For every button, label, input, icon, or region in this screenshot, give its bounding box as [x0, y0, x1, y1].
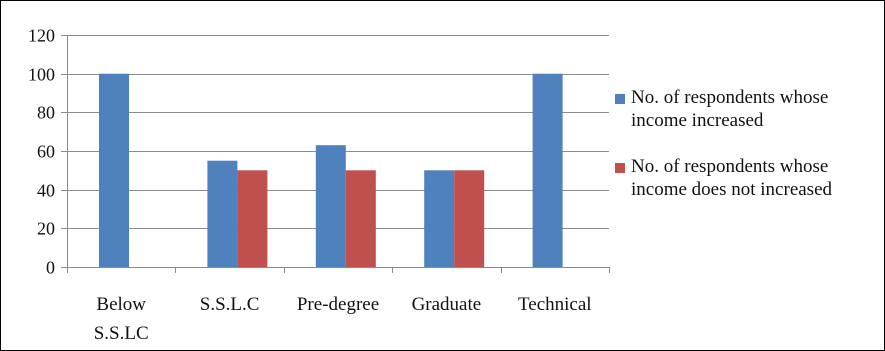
- legend-label: No. of respondents whose income does not …: [631, 156, 833, 200]
- x-category-label-line: S.S.L.C: [200, 294, 260, 315]
- bar-income-not-increased: [237, 170, 268, 267]
- bar-income-increased: [424, 170, 455, 267]
- y-tick-label: 80: [37, 103, 55, 123]
- bar-income-increased: [532, 73, 563, 267]
- y-tick-label: 20: [37, 219, 55, 239]
- y-tick-label: 0: [46, 258, 55, 278]
- legend-swatch: [615, 163, 625, 173]
- y-tick-label: 40: [37, 181, 55, 201]
- bar-income-not-increased: [454, 170, 485, 267]
- legend-label-line: No. of respondents whose: [631, 156, 828, 177]
- legend-label-line: income increased: [631, 110, 764, 131]
- bar-income-increased: [207, 160, 238, 267]
- x-category-label: Graduate: [412, 294, 482, 315]
- bar-income-increased: [99, 73, 129, 267]
- y-tick-label: 120: [28, 26, 55, 46]
- y-tick-label: 60: [37, 142, 55, 162]
- x-category-label-line: Pre-degree: [297, 294, 379, 315]
- x-category-label: Below S.S.LC: [94, 294, 149, 344]
- x-category-label-line: Graduate: [412, 294, 482, 315]
- x-category-label-line: Below: [96, 294, 146, 315]
- x-category-label: Technical: [518, 294, 592, 315]
- y-tick-label: 100: [28, 65, 55, 85]
- legend-label: No. of respondents whose income increased: [631, 87, 828, 131]
- x-category-label: S.S.L.C: [200, 294, 260, 315]
- legend-label-line: income does not increased: [631, 179, 833, 200]
- x-category-label-line: S.S.LC: [94, 323, 149, 344]
- bar-income-increased: [315, 145, 346, 267]
- legend-swatch: [615, 94, 625, 104]
- x-category-label: Pre-degree: [297, 294, 379, 315]
- legend-label-line: No. of respondents whose: [631, 87, 828, 108]
- x-category-label-line: Technical: [518, 294, 592, 315]
- bar-income-not-increased: [345, 170, 376, 267]
